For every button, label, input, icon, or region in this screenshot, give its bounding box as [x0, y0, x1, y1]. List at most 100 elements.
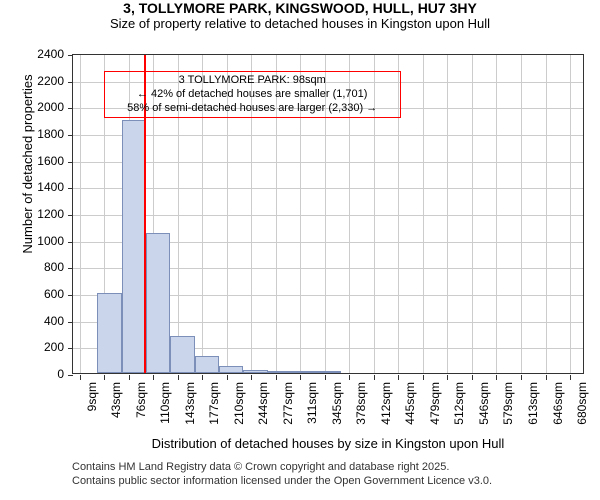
y-tick — [68, 215, 73, 216]
y-tick-label: 1600 — [14, 154, 64, 168]
y-tick — [68, 348, 73, 349]
y-tick-label: 200 — [14, 340, 64, 354]
histogram-bar — [292, 371, 316, 373]
y-tick — [68, 82, 73, 83]
footer-line2: Contains public sector information licen… — [72, 474, 492, 488]
gridline-v — [472, 55, 473, 373]
x-tick — [447, 375, 448, 380]
histogram-bar — [243, 370, 268, 373]
gridline-h — [73, 162, 583, 163]
y-tick-label: 800 — [14, 260, 64, 274]
x-tick-label: 378sqm — [354, 382, 368, 432]
annotation-line: 58% of semi-detached houses are larger (… — [109, 102, 396, 116]
x-tick — [251, 375, 252, 380]
x-tick-label: 210sqm — [232, 382, 246, 432]
x-tick-label: 277sqm — [281, 382, 295, 432]
y-tick-label: 1200 — [14, 207, 64, 221]
x-tick — [374, 375, 375, 380]
x-tick — [423, 375, 424, 380]
x-tick — [349, 375, 350, 380]
histogram-bar — [195, 356, 219, 373]
y-tick — [68, 322, 73, 323]
x-tick — [300, 375, 301, 380]
x-tick-label: 143sqm — [183, 382, 197, 432]
x-tick — [129, 375, 130, 380]
x-tick-label: 43sqm — [109, 382, 123, 432]
x-tick — [546, 375, 547, 380]
x-tick-label: 445sqm — [403, 382, 417, 432]
footer-attribution: Contains HM Land Registry data © Crown c… — [72, 460, 492, 489]
x-tick — [202, 375, 203, 380]
footer-line1: Contains HM Land Registry data © Crown c… — [72, 460, 492, 474]
chart-subtitle: Size of property relative to detached ho… — [0, 16, 600, 31]
x-tick-label: 546sqm — [477, 382, 491, 432]
x-tick — [276, 375, 277, 380]
gridline-v — [447, 55, 448, 373]
gridline-v — [496, 55, 497, 373]
x-tick — [178, 375, 179, 380]
x-tick — [227, 375, 228, 380]
chart-title: 3, TOLLYMORE PARK, KINGSWOOD, HULL, HU7 … — [0, 0, 600, 16]
x-tick — [80, 375, 81, 380]
histogram-bar — [219, 366, 243, 373]
y-tick — [68, 135, 73, 136]
x-tick — [104, 375, 105, 380]
gridline-h — [73, 135, 583, 136]
y-tick-label: 1400 — [14, 180, 64, 194]
y-tick-label: 2000 — [14, 100, 64, 114]
y-tick-label: 2400 — [14, 47, 64, 61]
y-tick — [68, 242, 73, 243]
histogram-bar — [268, 371, 292, 373]
gridline-h — [73, 188, 583, 189]
x-tick-label: 646sqm — [551, 382, 565, 432]
x-tick-label: 244sqm — [256, 382, 270, 432]
histogram-bar — [122, 120, 146, 373]
annotation-line: ← 42% of detached houses are smaller (1,… — [109, 88, 396, 102]
x-tick-label: 9sqm — [85, 382, 99, 432]
x-tick-label: 76sqm — [134, 382, 148, 432]
y-tick — [68, 188, 73, 189]
y-tick — [68, 108, 73, 109]
x-tick-label: 311sqm — [305, 382, 319, 432]
histogram-bar — [97, 293, 122, 373]
x-tick-label: 412sqm — [379, 382, 393, 432]
y-tick — [68, 162, 73, 163]
histogram-bar — [317, 371, 342, 373]
x-tick-label: 613sqm — [526, 382, 540, 432]
histogram-bar — [170, 336, 195, 373]
x-tick-label: 345sqm — [330, 382, 344, 432]
annotation-line: 3 TOLLYMORE PARK: 98sqm — [109, 74, 396, 88]
y-tick-label: 1000 — [14, 234, 64, 248]
histogram-bar — [146, 233, 170, 373]
x-tick — [570, 375, 571, 380]
gridline-v — [521, 55, 522, 373]
gridline-v — [423, 55, 424, 373]
y-tick — [68, 295, 73, 296]
y-tick-label: 600 — [14, 287, 64, 301]
y-tick-label: 1800 — [14, 127, 64, 141]
y-tick — [68, 55, 73, 56]
y-tick — [68, 268, 73, 269]
gridline-h — [73, 215, 583, 216]
x-tick-label: 110sqm — [158, 382, 172, 432]
gridline-v — [80, 55, 81, 373]
x-axis-label: Distribution of detached houses by size … — [72, 436, 584, 451]
y-tick — [68, 375, 73, 376]
x-tick — [325, 375, 326, 380]
x-tick-label: 680sqm — [575, 382, 589, 432]
x-tick — [496, 375, 497, 380]
x-tick — [153, 375, 154, 380]
x-tick — [472, 375, 473, 380]
x-tick-label: 579sqm — [501, 382, 515, 432]
x-tick-label: 479sqm — [428, 382, 442, 432]
y-tick-label: 400 — [14, 314, 64, 328]
y-tick-label: 2200 — [14, 74, 64, 88]
gridline-v — [570, 55, 571, 373]
x-tick-label: 512sqm — [452, 382, 466, 432]
plot-area: 3 TOLLYMORE PARK: 98sqm← 42% of detached… — [72, 54, 584, 374]
annotation-box: 3 TOLLYMORE PARK: 98sqm← 42% of detached… — [104, 71, 401, 118]
gridline-v — [546, 55, 547, 373]
y-tick-label: 0 — [14, 367, 64, 381]
x-tick — [521, 375, 522, 380]
x-tick-label: 177sqm — [207, 382, 221, 432]
